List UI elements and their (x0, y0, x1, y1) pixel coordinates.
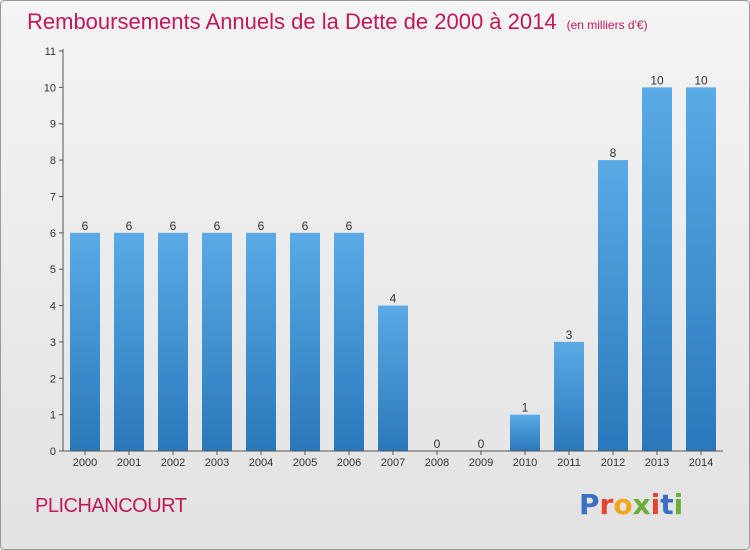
bar (642, 87, 672, 451)
bar (334, 232, 364, 451)
y-tick-label: 1 (50, 410, 56, 422)
bar-value-label: 1 (522, 401, 529, 415)
x-tick-label: 2000 (73, 457, 97, 469)
bar-value-label: 4 (390, 292, 397, 306)
bar (246, 232, 276, 451)
x-tick-label: 2014 (689, 457, 713, 469)
y-tick-label: 5 (50, 264, 56, 276)
x-tick-label: 2007 (381, 457, 405, 469)
y-tick-label: 11 (45, 46, 56, 58)
y-tick-label: 8 (50, 155, 56, 167)
bar-value-label: 6 (302, 219, 309, 233)
x-tick-label: 2013 (645, 457, 669, 469)
bar-value-label: 8 (610, 146, 617, 160)
y-tick-label: 3 (50, 337, 56, 349)
y-tick-label: 0 (50, 446, 56, 458)
bar (554, 341, 584, 451)
bar (378, 305, 408, 451)
x-tick-label: 2010 (513, 457, 537, 469)
bar (686, 87, 716, 451)
x-tick-label: 2011 (557, 457, 581, 469)
bar-value-label: 3 (566, 328, 573, 342)
logo-letter: o (613, 488, 633, 521)
y-tick-label: 6 (50, 228, 56, 240)
bar (290, 232, 320, 451)
y-tick-label: 9 (50, 119, 56, 131)
y-tick-label: 2 (50, 373, 56, 385)
y-tick-label: 10 (44, 82, 56, 94)
bar-value-label: 0 (478, 437, 485, 451)
bar-value-label: 6 (214, 219, 221, 233)
y-tick-label: 4 (50, 301, 56, 313)
proxiti-logo[interactable]: Proxiti (579, 488, 683, 521)
logo-letter: t (660, 488, 674, 521)
logo-letter: r (599, 488, 614, 521)
bar-value-label: 6 (346, 219, 353, 233)
x-tick-label: 2012 (601, 457, 625, 469)
bar-value-label: 0 (434, 437, 441, 451)
chart-title-main: Remboursements Annuels de la Dette de 20… (27, 9, 557, 34)
bar (202, 232, 232, 451)
bar (598, 160, 628, 451)
x-tick-label: 2006 (337, 457, 361, 469)
bar-value-label: 6 (126, 219, 133, 233)
logo-letter: P (579, 488, 600, 521)
x-tick-label: 2001 (117, 457, 141, 469)
logo-letter: x (632, 488, 651, 521)
bar-value-label: 10 (650, 73, 664, 87)
bar-value-label: 10 (694, 73, 708, 87)
x-tick-label: 2009 (469, 457, 493, 469)
x-tick-label: 2004 (249, 457, 273, 469)
bar (158, 232, 188, 451)
x-tick-label: 2003 (205, 457, 229, 469)
x-tick-label: 2005 (293, 457, 317, 469)
chart-title: Remboursements Annuels de la Dette de 20… (27, 9, 648, 35)
y-tick-label: 7 (50, 191, 56, 203)
bar (114, 232, 144, 451)
x-tick-label: 2008 (425, 457, 449, 469)
bar-value-label: 6 (82, 219, 89, 233)
bar-value-label: 6 (170, 219, 177, 233)
bar (70, 232, 100, 451)
logo-letter: i (650, 488, 661, 521)
x-tick-label: 2002 (161, 457, 185, 469)
bar (510, 414, 540, 451)
commune-name: PLICHANCOURT (35, 495, 187, 517)
logo-letter: i (673, 488, 684, 521)
bar-value-label: 6 (258, 219, 265, 233)
chart-title-unit: (en milliers d'€) (566, 18, 648, 32)
